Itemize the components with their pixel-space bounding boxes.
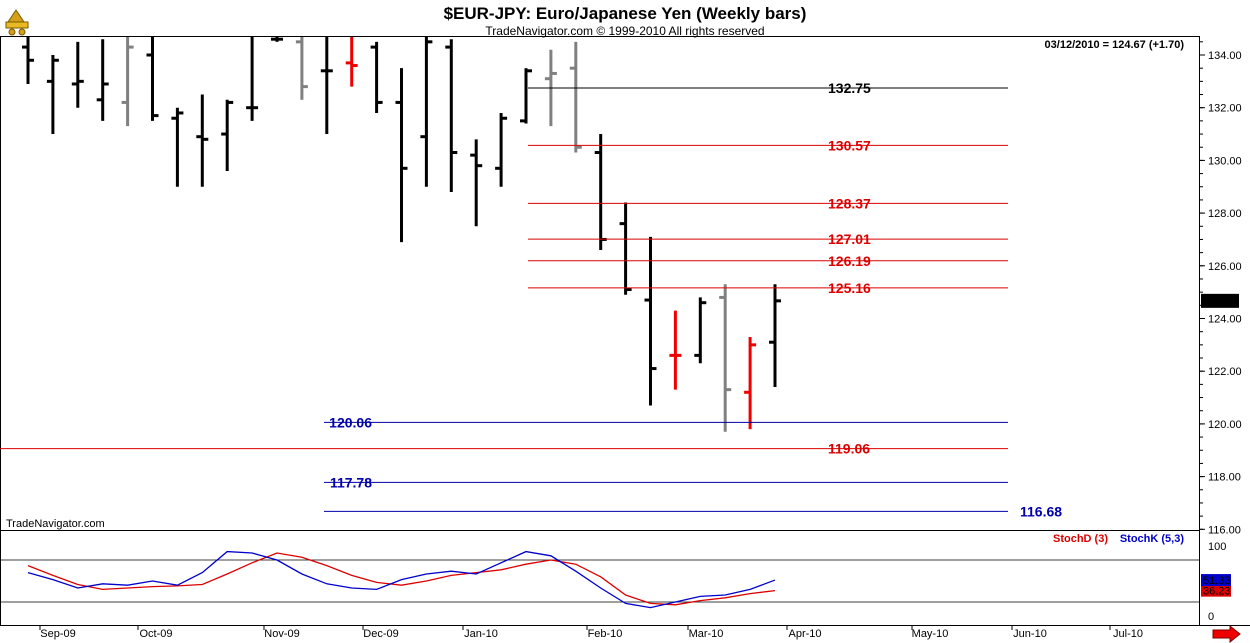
fib-levels: 132.75 130.57 128.37 127.01 126.19 125.16 120.… <box>0 80 1062 519</box>
price-bar <box>71 41 84 108</box>
price-bar <box>420 37 433 187</box>
price-bar <box>569 41 582 153</box>
level-label: 116.68 <box>1020 503 1062 519</box>
level-label: 125.16 <box>828 280 871 296</box>
stoch-last-box <box>1201 574 1231 587</box>
stoch-legend-entry: StochD (3) <box>1053 533 1108 545</box>
price-bar <box>121 37 134 127</box>
price-bar <box>445 39 458 193</box>
price-tick-label: 116.00 <box>1208 524 1241 536</box>
chart-frame <box>0 36 1250 626</box>
price-bar <box>644 236 657 406</box>
time-axis: Sep-09 Oct-09 Nov-09 Dec-09 Jan-10 Feb-10 Mar-… <box>39 626 1143 640</box>
stoch-last-box <box>1201 584 1231 597</box>
level-label: 119.06 <box>828 441 870 457</box>
price-tick-label: 120.00 <box>1208 419 1242 431</box>
quote-readout: 03/12/2010 = 124.67 (+1.70) <box>1045 39 1185 51</box>
price-bar <box>196 94 209 187</box>
time-tick-label: Apr-10 <box>788 628 821 640</box>
price-bar <box>370 41 383 113</box>
stoch-series-line <box>27 552 776 606</box>
price-axis: 134.00 132.00 130.00 128.00 126.00 124.00 122.… <box>1200 41 1242 536</box>
price-bar <box>594 134 607 250</box>
level-label: 117.78 <box>330 474 372 490</box>
copyright-text: TradeNavigator.com © 1999-2010 All right… <box>485 24 764 38</box>
price-bar <box>769 284 781 388</box>
last-price-box <box>1201 293 1239 308</box>
time-tick-label: Mar-10 <box>689 628 724 640</box>
stoch-tick-label: 0 <box>1208 611 1214 623</box>
level-label: 132.75 <box>828 80 871 96</box>
price-tick-label: 130.00 <box>1208 155 1242 167</box>
price-bar <box>320 37 333 135</box>
time-tick-label: Sep-09 <box>40 628 75 640</box>
price-bar <box>22 37 34 84</box>
price-bar <box>96 39 109 121</box>
price-tick-label: 132.00 <box>1208 103 1242 115</box>
stoch-last-label: 51.33 <box>1203 575 1231 587</box>
trade-navigator-logo-icon[interactable] <box>5 9 29 36</box>
price-tick-label: 118.00 <box>1208 472 1241 484</box>
price-tick-label: 134.00 <box>1208 50 1242 62</box>
price-bar <box>495 112 508 187</box>
level-label: 120.06 <box>329 414 372 430</box>
price-bar <box>470 139 483 227</box>
price-tick-label: 124.00 <box>1208 314 1242 326</box>
level-label: 126.19 <box>828 253 871 269</box>
price-bar <box>719 284 732 432</box>
time-tick-label: Dec-09 <box>363 628 398 640</box>
price-tick-label: 128.00 <box>1208 208 1242 220</box>
time-tick-label: Feb-10 <box>588 628 623 640</box>
price-bar <box>669 310 682 390</box>
time-tick-label: May-10 <box>912 628 949 640</box>
price-bar <box>520 68 532 124</box>
last-price-label: 124.67 <box>1204 296 1238 308</box>
price-bar <box>221 99 234 171</box>
price-bar <box>246 37 259 121</box>
price-bar <box>171 107 184 187</box>
price-tick-label: 126.00 <box>1208 261 1242 273</box>
stoch-tick-label: 100 <box>1208 541 1226 553</box>
time-tick-label: Nov-09 <box>264 628 299 640</box>
stoch-last-label: 36.23 <box>1203 586 1231 598</box>
level-label: 130.57 <box>828 137 871 153</box>
price-bar <box>744 336 757 430</box>
level-label: 127.01 <box>828 231 871 247</box>
level-label: 128.37 <box>828 195 871 211</box>
time-tick-label: Jun-10 <box>1013 628 1047 640</box>
time-tick-label: Oct-09 <box>139 628 172 640</box>
price-bar <box>271 37 283 42</box>
time-tick-label: Jul-10 <box>1113 628 1143 640</box>
price-chart <box>22 37 781 432</box>
price-bar <box>295 37 308 100</box>
price-tick-label: 122.00 <box>1208 366 1242 378</box>
price-bar <box>395 68 408 243</box>
time-tick-label: Jan-10 <box>464 628 498 640</box>
stoch-legend-entry: StochK (5,3) <box>1120 533 1185 545</box>
indicator-area-border <box>0 530 1200 626</box>
chart-title: $EUR-JPY: Euro/Japanese Yen (Weekly bars… <box>444 4 807 23</box>
stoch-series-line <box>27 550 776 609</box>
price-bar <box>146 37 159 121</box>
price-bar <box>46 55 59 135</box>
watermark-text: TradeNavigator.com <box>6 518 105 530</box>
price-bar <box>619 202 632 295</box>
scroll-right-arrow-icon[interactable] <box>1212 624 1241 643</box>
price-bar <box>694 297 707 364</box>
price-bar <box>345 37 358 87</box>
plot-area-border <box>0 36 1200 531</box>
